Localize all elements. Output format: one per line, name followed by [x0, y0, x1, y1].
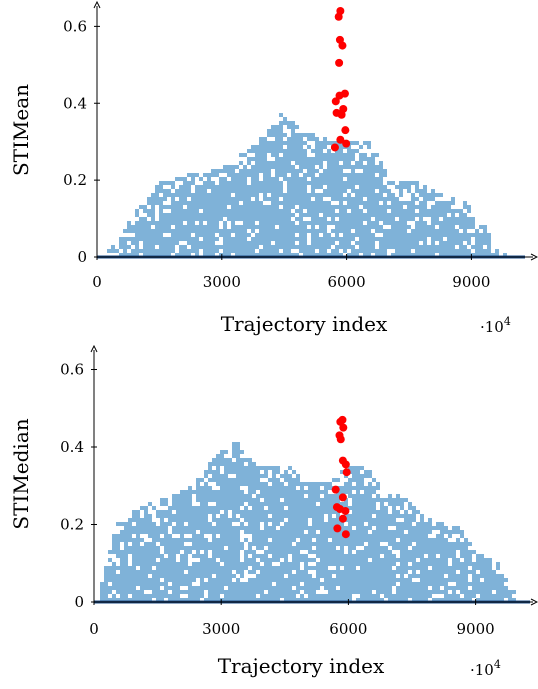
highlight-series [331, 415, 351, 539]
y-tick-label: 0 [77, 248, 87, 266]
highlight-point [341, 126, 350, 135]
x-tick-label: 9000 [457, 620, 495, 638]
y-tick-label: 0.4 [60, 438, 84, 456]
highlight-point [341, 530, 350, 539]
highlight-point [337, 110, 346, 119]
highlight-point [336, 135, 345, 144]
x-tick-label: 3000 [203, 273, 241, 291]
y-axis-arrow [90, 344, 98, 353]
x-tick-label: 9000 [452, 273, 490, 291]
x-axis-multiplier: ·104 [470, 658, 501, 679]
x-tick-label: 0 [92, 273, 102, 291]
y-tick-label: 0.4 [63, 94, 87, 112]
x-tick-label: 6000 [328, 273, 366, 291]
y-tick-label: 0.2 [60, 516, 84, 534]
x-tick-label: 6000 [329, 620, 367, 638]
chart-stimean: STIMean Trajectory index ·104 0 0.2 0.4 0.6… [9, 0, 538, 336]
highlight-point [336, 435, 345, 444]
highlight-point [341, 460, 350, 469]
y-tick-label: 0.6 [60, 361, 84, 379]
y-axis-arrow [93, 0, 101, 9]
x-axis-arrow [530, 598, 538, 606]
y-axis-label: STIMedian [9, 418, 33, 529]
trajectory-density-cloud [107, 113, 507, 257]
highlight-point [338, 493, 347, 502]
chart-stimedian: STIMedian Trajectory index ·104 0 0.2 0.4 0… [9, 344, 538, 679]
x-axis-arrow [530, 253, 538, 261]
highlight-point [341, 506, 350, 515]
highlight-point [334, 12, 343, 21]
highlight-point [335, 58, 344, 67]
highlight-point [339, 423, 348, 432]
y-tick-label: 0.2 [63, 171, 87, 189]
highlight-point [333, 524, 342, 533]
highlight-point [338, 514, 347, 523]
trajectory-density-cloud [100, 442, 516, 602]
x-axis-label: Trajectory index [218, 654, 385, 678]
highlight-point [331, 97, 340, 106]
x-axis-multiplier: ·104 [480, 315, 511, 336]
highlight-point [331, 485, 340, 494]
y-axis-label: STIMean [9, 84, 33, 176]
y-tick-label: 0.6 [63, 17, 87, 35]
highlight-point [338, 41, 347, 50]
highlight-point [342, 139, 351, 148]
y-tick-label: 0 [74, 593, 84, 611]
x-tick-label: 3000 [202, 620, 240, 638]
x-tick-label: 0 [89, 620, 99, 638]
x-axis-label: Trajectory index [221, 312, 388, 336]
highlight-point [330, 143, 339, 152]
highlight-point [335, 91, 344, 100]
highlight-point [342, 468, 351, 477]
highlight-series [330, 7, 351, 152]
